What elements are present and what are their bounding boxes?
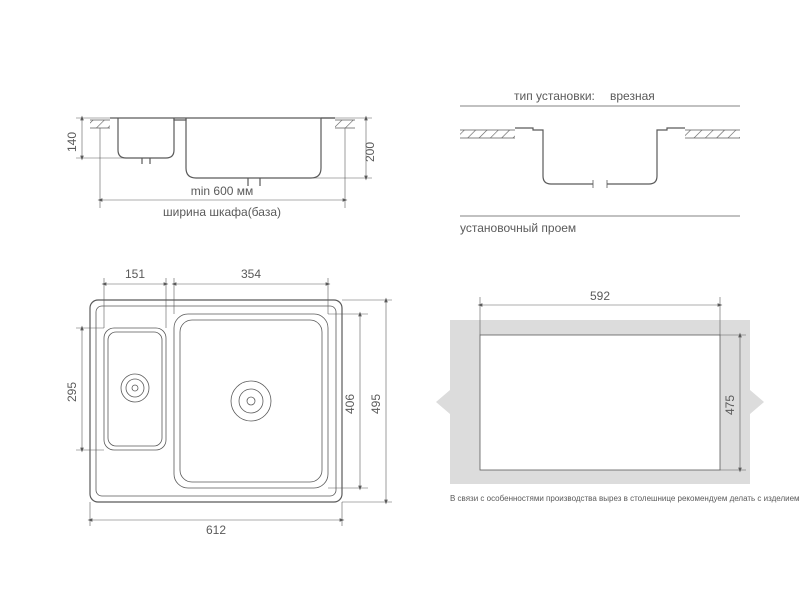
dim-475: 475	[723, 395, 737, 415]
cutout-plan: 592 475 В связи с особенностями производ…	[436, 289, 800, 503]
label-install-type: тип установки:	[514, 89, 595, 103]
dim-354: 354	[241, 267, 261, 281]
dim-min600: min 600 мм	[191, 184, 254, 198]
caption-width: ширина шкафа(база)	[163, 205, 281, 219]
side-view: 140 200 min 600 мм ширина шкафа(база)	[65, 118, 377, 219]
footnote: В связи с особенностями производства выр…	[450, 494, 800, 503]
dim-140: 140	[65, 132, 79, 152]
dim-495: 495	[369, 394, 383, 414]
dim-200: 200	[363, 142, 377, 162]
dim-612: 612	[206, 523, 226, 537]
caption-opening: установочный проем	[460, 221, 576, 235]
top-view: 151 354 295 406 495 612	[65, 267, 392, 537]
dim-151: 151	[125, 267, 145, 281]
value-install-type: врезная	[610, 89, 655, 103]
dim-295: 295	[65, 382, 79, 402]
install-profile: тип установки: врезная установочный прое…	[460, 89, 740, 235]
dim-406: 406	[343, 394, 357, 414]
dim-592: 592	[590, 289, 610, 303]
technical-drawing: 140 200 min 600 мм ширина шкафа(база)	[0, 0, 800, 600]
